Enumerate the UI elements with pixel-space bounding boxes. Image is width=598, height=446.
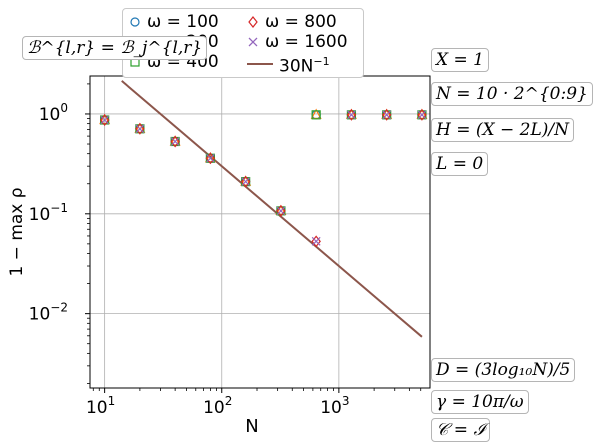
data-point-x xyxy=(170,137,180,146)
annotation-text: N = 10 · 2^{0:9} xyxy=(436,84,588,104)
y-axis-label: 1 − max ρ xyxy=(7,187,27,276)
annotation-l: L = 0 xyxy=(431,152,489,176)
data-point-diamond xyxy=(417,108,427,121)
data-point-diamond xyxy=(170,135,180,148)
data-point-diamond xyxy=(135,122,145,135)
reference-line xyxy=(121,80,423,338)
annotation-x: X = 1 xyxy=(431,48,489,72)
data-point-diamond xyxy=(99,114,110,126)
legend-item-3: ω = 1600 xyxy=(247,32,348,52)
y-tick-label: 100 xyxy=(39,101,68,125)
legend-label: ω = 800 xyxy=(265,12,337,32)
annotation-h: H = (X − 2L)/N xyxy=(431,118,575,142)
y-tick-label: 10−1 xyxy=(29,201,68,225)
legend-line-label: 30N−1 xyxy=(279,55,330,77)
annotation-text: L = 0 xyxy=(436,154,484,174)
annotation-text: 𝒞 = ℐ xyxy=(436,420,486,440)
data-point-diamond xyxy=(205,152,216,165)
legend-label: ω = 100 xyxy=(147,12,219,32)
data-point-x xyxy=(382,110,392,120)
legend-marker-diamond xyxy=(248,16,258,28)
annotation-d: D = (3log₁₀N)/5 xyxy=(431,358,576,382)
annotation-n: N = 10 · 2^{0:9} xyxy=(431,82,593,106)
annotation-c: 𝒞 = ℐ xyxy=(431,418,491,442)
data-point-x xyxy=(241,177,251,187)
data-point-x xyxy=(346,110,356,120)
data-point-x xyxy=(100,115,110,125)
legend-item-line: 30N−1 xyxy=(247,52,330,77)
legend-label: ω = 1600 xyxy=(265,32,348,52)
legend-line-swatch xyxy=(247,63,273,66)
annotation-text: H = (X − 2L)/N xyxy=(436,120,570,140)
x-axis-label: N xyxy=(245,416,258,437)
legend-marker-x xyxy=(248,37,258,47)
legend-item-1: ω = 800 xyxy=(247,12,337,32)
data-point-diamond xyxy=(240,175,251,188)
y-tick-label: 10−2 xyxy=(29,301,68,325)
x-tick-label: 102 xyxy=(203,394,232,418)
data-point-x xyxy=(276,206,286,216)
data-point-diamond xyxy=(311,235,321,248)
x-tick-label: 101 xyxy=(86,394,115,418)
data-point-x xyxy=(311,236,321,246)
annotation-text: X = 1 xyxy=(436,50,484,70)
data-point-x xyxy=(417,110,427,120)
plot-area xyxy=(90,76,430,388)
data-point-diamond xyxy=(381,108,392,121)
data-point-square xyxy=(311,110,321,120)
annotation-basis-text: ℬ^{l,r} = ℬ_j^{l,r} xyxy=(27,38,203,58)
legend-item-0: ω = 100 xyxy=(129,12,219,32)
annotation-basis: ℬ^{l,r} = ℬ_j^{l,r} xyxy=(22,36,208,60)
data-point-x xyxy=(205,153,215,163)
data-point-diamond xyxy=(276,204,286,217)
annotation-gamma: γ = 10π/ω xyxy=(431,390,529,414)
legend-marker-circle xyxy=(130,17,140,27)
data-point-x xyxy=(135,124,145,134)
x-tick-label: 103 xyxy=(320,394,349,418)
data-point-diamond xyxy=(346,108,357,121)
annotation-text: D = (3log₁₀N)/5 xyxy=(436,360,571,380)
annotation-text: γ = 10π/ω xyxy=(436,392,524,412)
